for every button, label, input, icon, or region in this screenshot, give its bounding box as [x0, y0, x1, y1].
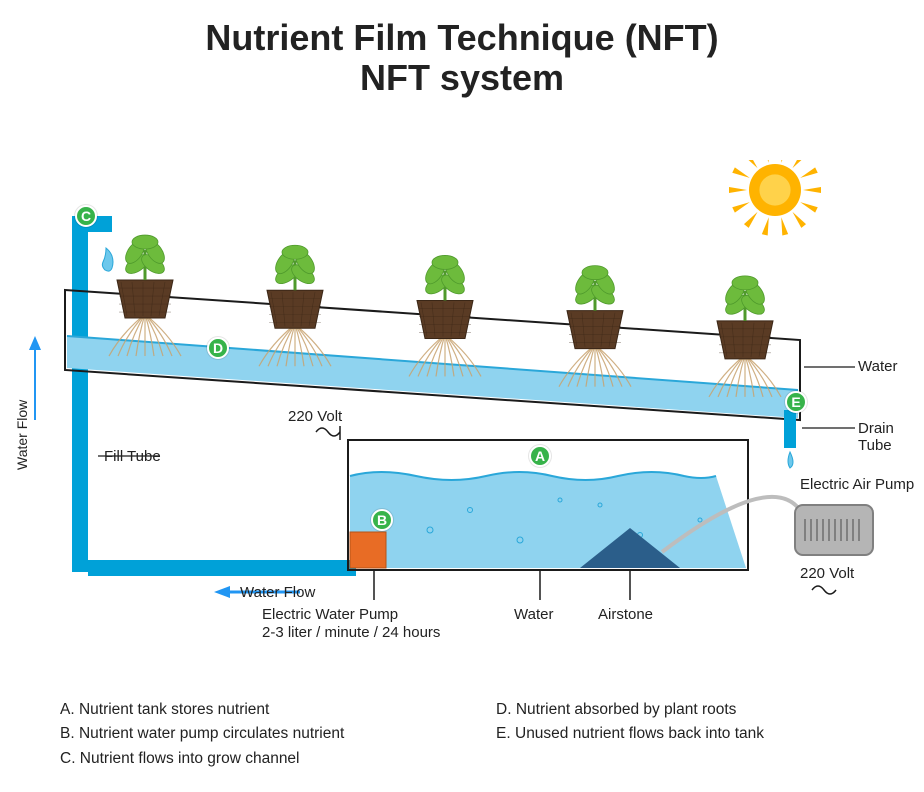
legend: A. Nutrient tank stores nutrient B. Nutr… [60, 698, 884, 772]
legend-left: A. Nutrient tank stores nutrient B. Nutr… [60, 698, 344, 772]
marker-c-text: C [81, 208, 91, 224]
marker-d-text: D [213, 340, 223, 356]
marker-e-text: E [791, 394, 800, 410]
label-air-pump: Electric Air Pump [800, 476, 914, 493]
label-pump1: Electric Water Pump [262, 606, 398, 623]
marker-b-text: B [377, 512, 387, 528]
label-water: Water [858, 358, 897, 375]
legend-item: E. Unused nutrient flows back into tank [496, 722, 764, 747]
legend-item: D. Nutrient absorbed by plant roots [496, 698, 764, 723]
label-water-flow-h: Water Flow [240, 584, 315, 601]
legend-item: C. Nutrient flows into grow channel [60, 747, 344, 772]
marker-c: C [75, 205, 97, 227]
label-drain-tube: Drain Tube [858, 420, 924, 454]
legend-right: D. Nutrient absorbed by plant roots E. U… [496, 698, 764, 772]
title: Nutrient Film Technique (NFT) NFT system [0, 0, 924, 97]
legend-item: A. Nutrient tank stores nutrient [60, 698, 344, 723]
diagram: A B C D E Water Drain Tube Fill Tube Wat… [0, 160, 924, 640]
label-220v-bottom: 220 Volt [800, 565, 854, 582]
title-line2: NFT system [0, 58, 924, 98]
label-water-flow-v: Water Flow [14, 400, 30, 470]
marker-e: E [785, 391, 807, 413]
marker-a: A [529, 445, 551, 467]
label-220v-top: 220 Volt [288, 408, 342, 425]
marker-b: B [371, 509, 393, 531]
label-tank-water: Water [514, 606, 553, 623]
label-airstone: Airstone [598, 606, 653, 623]
label-fill-tube: Fill Tube [104, 448, 161, 465]
label-pump2: 2-3 liter / minute / 24 hours [262, 624, 440, 641]
marker-d: D [207, 337, 229, 359]
title-line1: Nutrient Film Technique (NFT) [0, 18, 924, 58]
legend-item: B. Nutrient water pump circulates nutrie… [60, 722, 344, 747]
marker-a-text: A [535, 448, 545, 464]
